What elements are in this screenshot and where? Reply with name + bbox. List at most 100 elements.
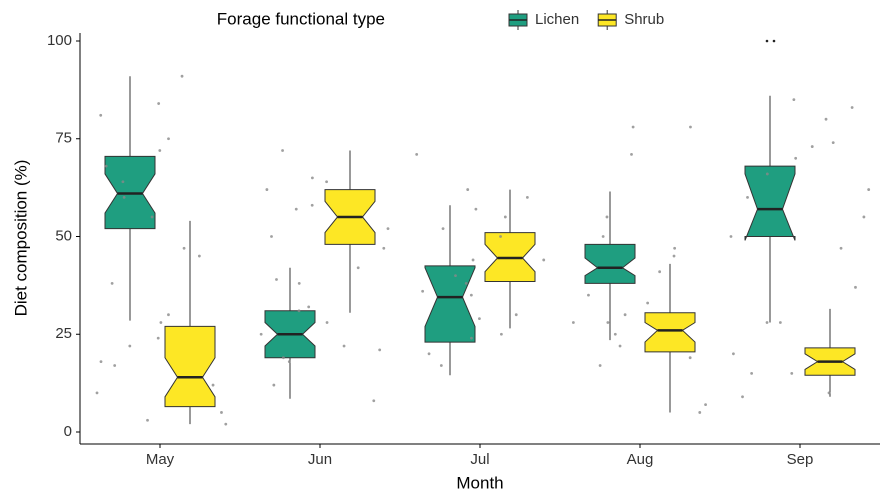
jitter-point: [688, 356, 692, 360]
jitter-point: [503, 215, 507, 219]
jitter-point: [571, 321, 575, 324]
jitter-point: [167, 313, 170, 317]
jitter-point: [514, 313, 518, 317]
jitter-point: [729, 235, 733, 238]
jitter-point: [325, 180, 328, 184]
jitter-point: [104, 164, 108, 168]
x-axis-title: Month: [456, 473, 503, 492]
jitter-point: [790, 371, 794, 375]
jitter-point: [464, 282, 468, 285]
jitter-point: [158, 149, 162, 152]
box: [744, 165, 796, 241]
jitter-point: [128, 344, 132, 348]
box: [424, 265, 476, 343]
jitter-point: [587, 293, 590, 297]
box: [644, 312, 696, 353]
jitter-point: [827, 391, 831, 395]
jitter-point: [469, 293, 473, 297]
jitter-point: [704, 403, 707, 407]
jitter-point: [613, 332, 617, 336]
jitter-point: [180, 74, 184, 78]
jitter-point: [646, 301, 650, 305]
jitter-point: [765, 172, 769, 176]
jitter-point: [471, 258, 475, 262]
jitter-point: [113, 364, 117, 367]
jitter-point: [150, 215, 154, 219]
jitter-point: [224, 422, 228, 426]
jitter-point: [606, 321, 610, 324]
jitter-point: [839, 246, 843, 250]
jitter-point: [598, 364, 602, 367]
jitter-point: [297, 282, 301, 285]
jitter-point: [259, 332, 263, 336]
jitter-point: [746, 196, 749, 199]
jitter-point: [474, 207, 478, 211]
jitter-point: [356, 266, 360, 270]
jitter-point: [794, 156, 798, 160]
jitter-point: [342, 344, 346, 348]
jitter-point: [421, 289, 425, 293]
jitter-point: [310, 203, 314, 207]
jitter-point: [122, 196, 126, 199]
jitter-point: [110, 282, 114, 285]
jitter-point: [378, 348, 382, 352]
jitter-point: [325, 321, 329, 324]
outlier: [772, 39, 776, 43]
jitter-point: [470, 336, 473, 340]
jitter-point: [157, 102, 161, 105]
jitter-point: [824, 117, 828, 121]
jitter-point: [197, 254, 201, 258]
jitter-point: [792, 98, 796, 102]
jitter-point: [95, 391, 99, 395]
jitter-point: [121, 180, 125, 184]
y-tick-label: 75: [55, 130, 72, 147]
jitter-point: [287, 360, 291, 364]
jitter-point: [220, 411, 223, 414]
jitter-point: [867, 188, 871, 191]
jitter-point: [265, 188, 269, 191]
jitter-point: [466, 188, 470, 191]
jitter-point: [146, 418, 149, 422]
y-tick-label: 50: [55, 227, 72, 244]
jitter-point: [831, 141, 835, 145]
jitter-point: [732, 352, 735, 356]
jitter-point: [631, 125, 635, 129]
jitter-point: [750, 371, 754, 375]
jitter-point: [156, 336, 160, 340]
jitter-point: [689, 125, 692, 129]
jitter-point: [159, 321, 163, 324]
x-tick-label: May: [146, 451, 175, 468]
jitter-point: [672, 254, 676, 258]
jitter-point: [810, 145, 814, 148]
x-tick-label: Jul: [470, 451, 489, 468]
jitter-point: [478, 317, 481, 321]
jitter-point: [372, 399, 376, 403]
jitter-point: [542, 258, 546, 262]
box: [584, 243, 636, 284]
y-tick-label: 0: [64, 423, 72, 440]
jitter-point: [439, 364, 443, 367]
jitter-point: [499, 235, 502, 238]
jitter-point: [673, 246, 677, 250]
jitter-point: [605, 215, 609, 219]
jitter-point: [272, 383, 276, 387]
legend-title: Forage functional type: [217, 9, 385, 28]
jitter-point: [741, 395, 744, 399]
box: [164, 325, 216, 408]
jitter-point: [382, 246, 386, 250]
jitter-point: [441, 227, 445, 231]
jitter-point: [167, 137, 170, 141]
jitter-point: [211, 383, 215, 387]
jitter-point: [765, 321, 769, 324]
x-tick-label: Jun: [308, 451, 332, 468]
jitter-point: [850, 106, 854, 109]
y-tick-label: 25: [55, 325, 72, 342]
jitter-point: [415, 152, 419, 156]
jitter-point: [630, 152, 633, 156]
jitter-point: [623, 313, 627, 317]
y-axis-title: Diet composition (%): [11, 160, 30, 317]
jitter-point: [99, 113, 103, 117]
jitter-point: [294, 207, 298, 211]
jitter-point: [275, 278, 278, 281]
